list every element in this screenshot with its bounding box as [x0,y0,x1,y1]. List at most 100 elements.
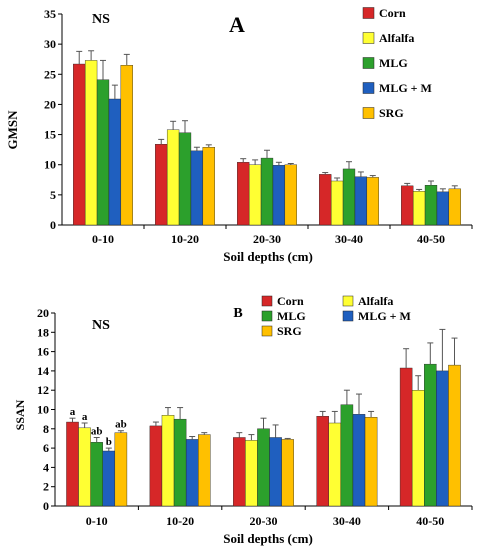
panel-b-ns-annotation: NS [92,318,110,333]
bar [155,144,168,226]
x-tick-label: 20-30 [250,514,278,528]
bar [178,132,192,226]
bar [354,176,368,226]
x-tick-label: 40-50 [417,232,445,246]
y-tick-label: 14 [37,364,49,378]
panel-b-error-bars [69,328,458,451]
panel-b-x-axis-label: Soil depths (cm) [223,531,313,546]
significance-letter: ab [91,425,103,437]
bar [342,168,356,226]
bar [108,98,122,226]
legend-swatch [362,82,375,94]
x-tick-label: 30-40 [333,514,361,528]
bar [281,439,294,507]
y-tick-label: 25 [44,67,56,81]
y-tick-label: 18 [37,325,49,339]
bar [190,150,204,226]
bar [84,60,98,226]
bar [114,432,128,507]
significance-letter: a [70,406,76,418]
bar [198,434,211,507]
legend-swatch [342,295,354,307]
legend-swatch [362,32,375,44]
legend-swatch [261,325,273,337]
x-tick-label: 10-20 [171,232,199,246]
bar [319,174,332,226]
y-tick-label: 2 [43,480,49,494]
x-tick-label: 10-20 [166,514,194,528]
bar [96,79,110,226]
bar [364,417,378,507]
y-tick-label: 5 [50,188,56,202]
bar [269,437,282,507]
bar [448,188,461,226]
bar [237,162,250,226]
panel-b-label: B [233,306,242,321]
bar [352,414,366,507]
bar [316,416,329,507]
y-tick-label: 6 [43,441,49,455]
significance-letter: ab [115,419,127,431]
bar [399,367,413,507]
bar [401,185,414,226]
panel-a-legend: Corn Alfalfa MLG MLG + M SRG [362,6,432,120]
legend-label: SRG [379,106,404,120]
bar [161,415,175,507]
panel-a-y-tick-labels: 0 5 10 15 20 25 30 35 [44,7,56,232]
panel-a-y-axis-label: GMSN [5,110,20,150]
panel-b-x-tick-labels: 0-10 10-20 20-30 30-40 40-50 [86,514,445,528]
y-tick-label: 30 [44,37,56,51]
bar [412,191,426,226]
panel-b-y-axis-label: SSAN [13,399,27,430]
x-tick-label: 0-10 [86,514,108,528]
y-tick-label: 0 [43,499,49,513]
panel-a-error-bars [76,50,458,192]
legend-label: Alfalfa [358,294,393,308]
y-tick-label: 12 [37,383,49,397]
x-tick-label: 0-10 [92,232,114,246]
bar [73,63,86,226]
legend-label: MLG + M [379,81,432,95]
legend-label: Corn [277,294,304,308]
bar [328,422,342,507]
significance-letter: a [82,411,88,423]
bar [248,164,262,226]
bar [185,439,199,507]
bar [436,370,449,507]
panel-a-label: A [229,12,245,37]
y-tick-label: 10 [37,403,49,417]
bar [260,157,274,226]
bar [102,450,116,507]
bar [90,442,103,507]
legend-label: MLG [379,56,408,70]
legend-swatch [342,310,354,322]
bar [66,421,79,507]
panel-b-y-tick-labels: 0 2 4 6 8 10 12 14 16 18 20 [37,306,49,513]
legend-label: MLG + M [358,309,411,323]
bar [202,147,215,226]
legend-swatch [261,295,273,307]
bar [245,440,258,507]
legend-label: SRG [277,324,302,338]
bar [424,185,438,226]
bar [448,364,461,507]
bar [366,177,379,226]
bar [78,427,91,507]
y-tick-label: 0 [50,218,56,232]
y-tick-label: 10 [44,158,56,172]
bar [330,180,344,226]
bar [257,428,270,507]
legend-label: Corn [379,6,406,20]
panel-b-bars [66,363,461,507]
legend-swatch [362,7,375,19]
legend-swatch [261,310,273,322]
legend-label: MLG [277,309,306,323]
y-tick-label: 20 [37,306,49,320]
y-tick-label: 4 [43,460,49,474]
bar [166,129,180,226]
bar [272,165,286,226]
bar [173,418,187,507]
legend-swatch [362,107,375,119]
